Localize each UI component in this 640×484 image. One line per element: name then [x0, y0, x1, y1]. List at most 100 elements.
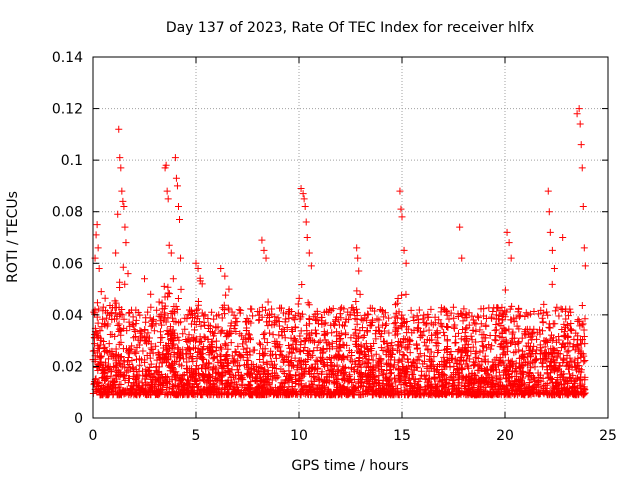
data-point [289, 328, 297, 336]
data-point [433, 327, 441, 335]
data-point [456, 223, 464, 231]
data-point [441, 346, 449, 354]
data-point [382, 351, 390, 359]
data-point [272, 317, 280, 325]
data-point [277, 347, 285, 355]
data-point [200, 356, 208, 364]
data-point [377, 344, 385, 352]
data-point [415, 319, 423, 327]
data-point [150, 327, 158, 335]
data-point [449, 381, 457, 389]
data-point [470, 376, 478, 384]
data-point [269, 363, 277, 371]
data-point [120, 315, 128, 323]
data-point [515, 346, 523, 354]
data-point [352, 337, 360, 345]
data-point [561, 384, 569, 392]
data-point [557, 344, 565, 352]
data-point [364, 346, 372, 354]
data-point [372, 350, 380, 358]
data-point [472, 338, 480, 346]
data-point [289, 345, 297, 353]
data-point [437, 390, 445, 398]
data-point [502, 371, 510, 379]
data-point [147, 322, 155, 330]
data-point [405, 341, 413, 349]
data-point [112, 372, 120, 380]
data-point [551, 391, 559, 399]
data-point [159, 378, 167, 386]
data-point [575, 367, 583, 375]
data-point [327, 390, 335, 398]
data-point [164, 289, 172, 297]
data-point [419, 315, 427, 323]
data-point [552, 338, 560, 346]
data-point [97, 334, 105, 342]
data-point [190, 375, 198, 383]
data-point [160, 282, 168, 290]
data-point [478, 338, 486, 346]
data-point [433, 382, 441, 390]
data-point [167, 249, 175, 257]
data-point [355, 349, 363, 357]
data-point [350, 368, 358, 376]
data-point [439, 383, 447, 391]
data-point [191, 377, 199, 385]
data-point [499, 316, 507, 324]
data-point [508, 302, 516, 310]
data-point [302, 218, 310, 226]
data-point [391, 387, 399, 395]
data-point [264, 367, 272, 375]
data-point [545, 323, 553, 331]
data-point [188, 313, 196, 321]
data-point [443, 311, 451, 319]
data-point [161, 293, 169, 301]
data-point [287, 334, 295, 342]
data-point [273, 341, 281, 349]
data-point [172, 174, 180, 182]
data-point [566, 362, 574, 370]
data-point [364, 359, 372, 367]
data-point [142, 337, 150, 345]
data-point [339, 353, 347, 361]
data-point [495, 385, 503, 393]
data-point [115, 125, 123, 133]
data-point [303, 234, 311, 241]
data-point [333, 328, 341, 336]
data-point [177, 318, 185, 326]
data-point [262, 306, 270, 314]
data-point [152, 377, 160, 385]
data-point [129, 321, 137, 329]
data-point [192, 345, 200, 353]
data-point [177, 254, 185, 262]
data-point [340, 375, 348, 383]
data-point [253, 362, 261, 370]
data-point [96, 327, 104, 335]
data-point [479, 383, 487, 391]
data-point [381, 373, 389, 381]
data-point [227, 319, 235, 327]
data-point [291, 316, 299, 324]
data-point [265, 380, 273, 388]
data-point [390, 361, 398, 369]
data-point [229, 357, 237, 365]
data-point [379, 337, 387, 345]
data-point [427, 305, 435, 313]
data-point [564, 333, 572, 341]
data-point [196, 274, 204, 282]
data-point [498, 333, 506, 341]
data-point [547, 375, 555, 383]
data-point [539, 318, 547, 326]
data-point [272, 351, 280, 359]
data-point [267, 347, 275, 355]
data-point [233, 383, 241, 391]
data-point [233, 366, 241, 374]
data-point [332, 379, 340, 387]
data-point [355, 369, 363, 377]
data-point [382, 320, 390, 328]
data-point [147, 290, 155, 298]
data-point [557, 380, 565, 388]
data-point [305, 336, 313, 344]
data-point [409, 313, 417, 321]
data-point [144, 308, 152, 316]
